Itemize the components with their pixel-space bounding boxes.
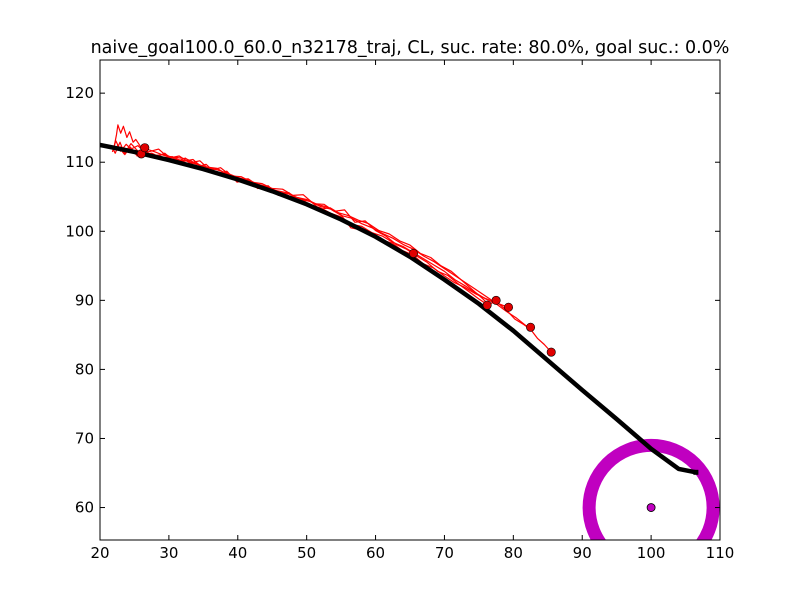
goal-ring bbox=[582, 438, 720, 540]
y-tick-label: 80 bbox=[75, 360, 94, 378]
chart-title: naive_goal100.0_60.0_n32178_traj, CL, su… bbox=[91, 38, 730, 58]
y-tick-label: 110 bbox=[65, 153, 94, 171]
x-tick-label: 30 bbox=[159, 544, 178, 562]
reference-path-end bbox=[693, 469, 699, 475]
end-marker bbox=[482, 300, 492, 310]
y-tick-label: 90 bbox=[75, 291, 94, 309]
axis-ticks: 20 30 40 50 60 70 80 90 100 110 60 70 80 90 100 110 120 bbox=[65, 60, 734, 562]
x-tick-label: 40 bbox=[228, 544, 247, 562]
end-marker bbox=[504, 302, 514, 312]
end-marker bbox=[526, 322, 536, 332]
end-marker bbox=[491, 295, 501, 305]
x-tick-label: 90 bbox=[573, 544, 592, 562]
end-markers bbox=[136, 143, 556, 357]
x-tick-label: 70 bbox=[435, 544, 454, 562]
trial-trajectory-5 bbox=[116, 143, 509, 308]
end-marker bbox=[140, 143, 150, 153]
end-marker bbox=[408, 248, 418, 258]
x-tick-label: 20 bbox=[90, 544, 109, 562]
x-tick-label: 110 bbox=[706, 544, 735, 562]
plot-area bbox=[100, 124, 720, 540]
x-tick-label: 50 bbox=[297, 544, 316, 562]
y-tick-label: 70 bbox=[75, 429, 94, 447]
reference-path bbox=[100, 142, 699, 475]
y-tick-label: 120 bbox=[65, 84, 94, 102]
y-tick-label: 60 bbox=[75, 499, 94, 517]
y-tick-label: 100 bbox=[65, 222, 94, 240]
end-marker bbox=[546, 347, 556, 357]
trial-trajectory-1 bbox=[113, 124, 552, 353]
goal-point bbox=[646, 503, 656, 512]
x-tick-label: 80 bbox=[504, 544, 523, 562]
x-tick-label: 60 bbox=[366, 544, 385, 562]
goal-region bbox=[582, 438, 720, 540]
x-tick-label: 100 bbox=[637, 544, 666, 562]
reference-path-layer bbox=[100, 142, 699, 475]
